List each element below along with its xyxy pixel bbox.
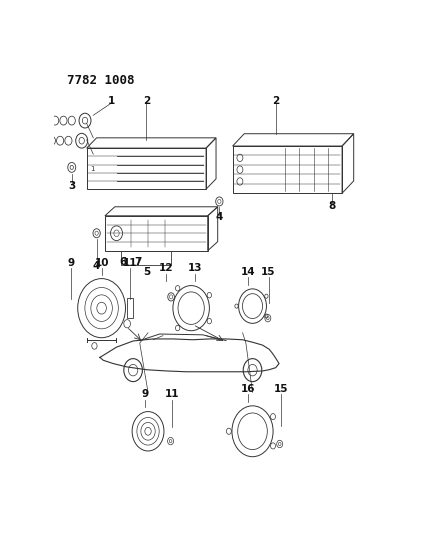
Text: 11: 11 xyxy=(165,389,179,399)
Text: 1: 1 xyxy=(108,96,115,106)
Text: 3: 3 xyxy=(68,181,75,191)
Text: 16: 16 xyxy=(241,384,256,393)
Text: 5: 5 xyxy=(143,268,150,278)
Text: 13: 13 xyxy=(187,263,202,273)
Text: 7782 1008: 7782 1008 xyxy=(67,74,134,87)
Text: 4: 4 xyxy=(216,213,223,222)
Text: 11: 11 xyxy=(123,258,137,268)
Bar xyxy=(127,298,133,318)
Text: 7: 7 xyxy=(134,257,142,267)
Text: 9: 9 xyxy=(68,258,74,268)
Text: 8: 8 xyxy=(329,201,336,212)
Text: 14: 14 xyxy=(241,266,256,277)
Text: 2: 2 xyxy=(143,96,150,106)
Text: 15: 15 xyxy=(261,266,276,277)
Text: 12: 12 xyxy=(159,263,173,273)
Text: 10: 10 xyxy=(94,258,109,268)
Text: 15: 15 xyxy=(274,384,288,393)
Text: 1: 1 xyxy=(91,166,95,172)
Text: 2: 2 xyxy=(272,96,279,106)
Text: 6: 6 xyxy=(119,257,127,267)
Text: 4: 4 xyxy=(93,261,100,271)
Text: 9: 9 xyxy=(141,389,149,399)
